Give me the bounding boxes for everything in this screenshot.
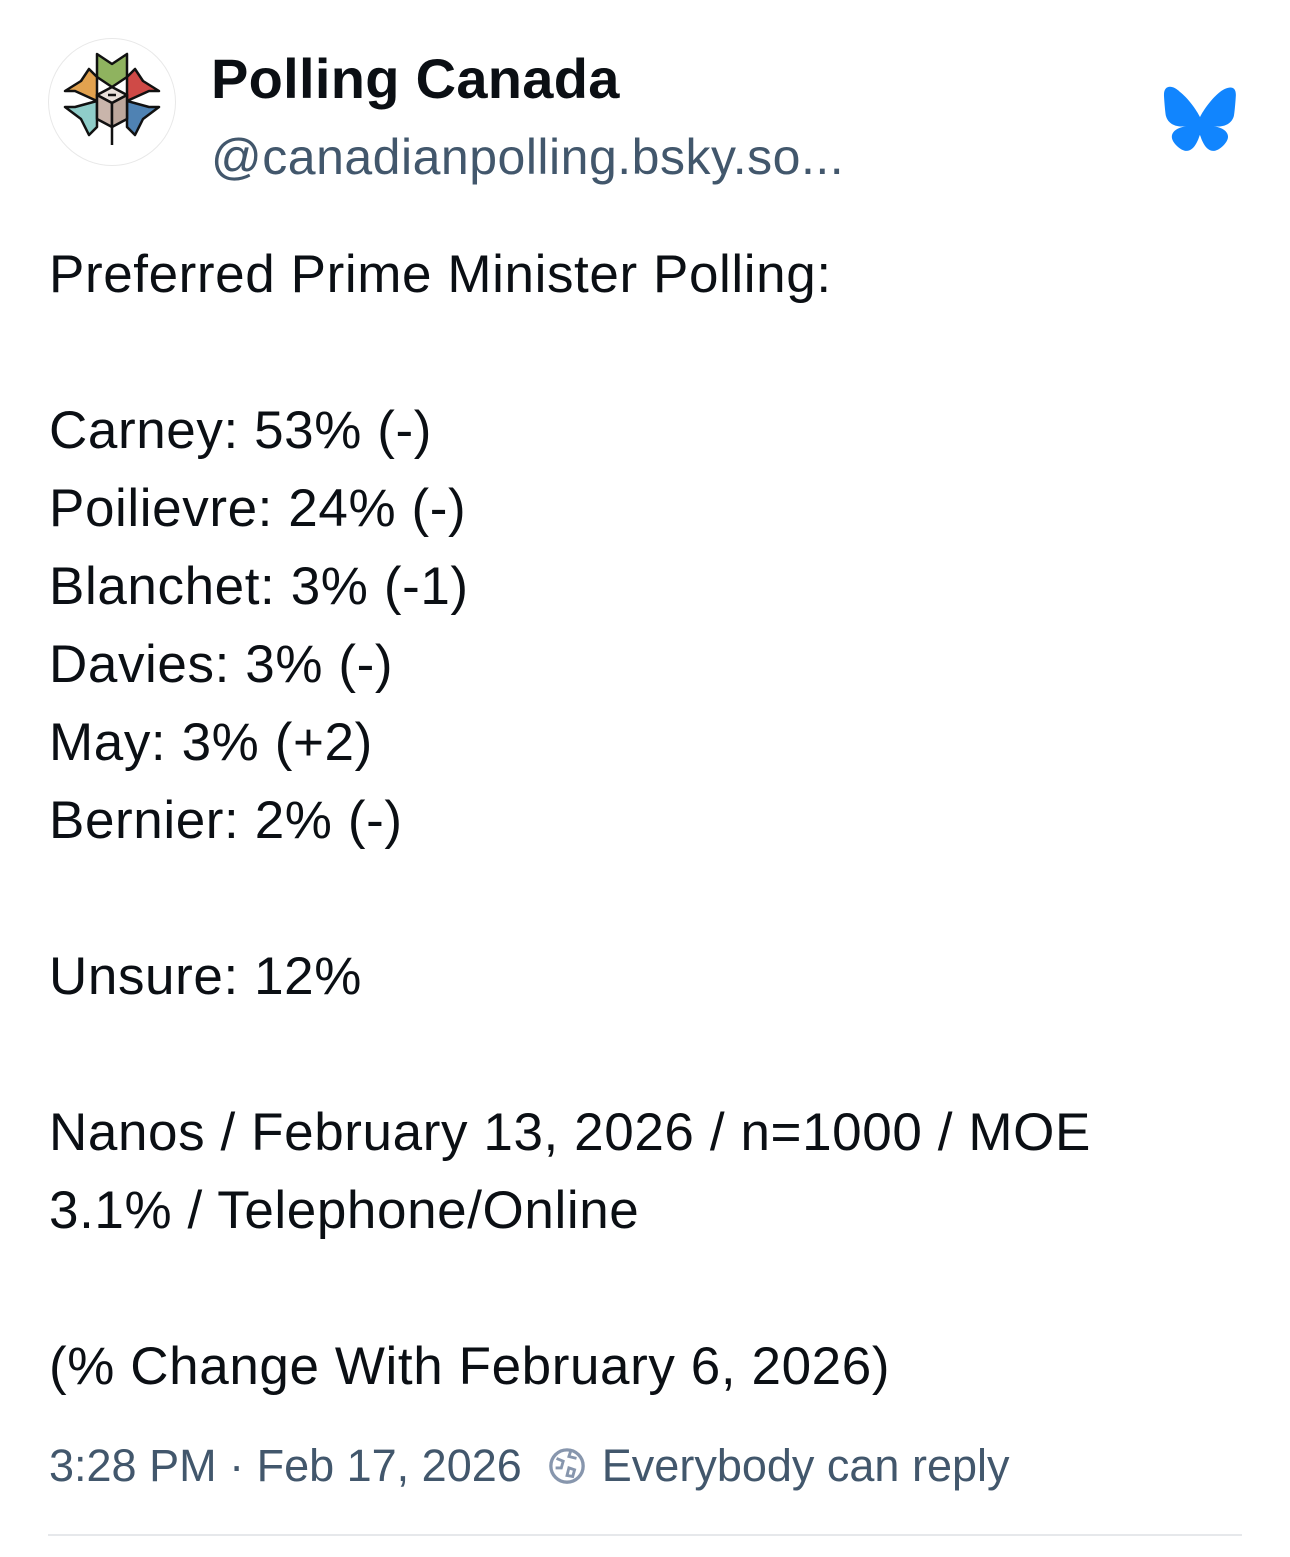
post-line-blank [49, 860, 1091, 938]
post-line-bernier: Bernier: 2% (-) [49, 791, 403, 850]
polling-canada-logo-icon [63, 52, 161, 145]
divider [48, 1534, 1242, 1536]
post-line-may: May: 3% (+2) [49, 713, 373, 772]
post-line-change-note: (% Change With February 6, 2026) [49, 1337, 891, 1396]
globe-icon [548, 1448, 585, 1484]
post-line-heading: Preferred Prime Minister Polling: [49, 245, 832, 304]
post-line-unsure: Unsure: 12% [49, 947, 362, 1006]
post-line-blanchet: Blanchet: 3% (-1) [49, 557, 469, 616]
post-footer: 3:28 PM · Feb 17, 2026 Everybody can rep… [49, 1440, 1010, 1492]
post-line-blank [49, 1016, 1091, 1094]
post-line-blank [49, 314, 1091, 392]
post-text: Preferred Prime Minister Polling: Carney… [49, 236, 1091, 1406]
author-name[interactable]: Polling Canada [211, 47, 620, 110]
post-line-blank [49, 1250, 1091, 1328]
post-timestamp[interactable]: 3:28 PM · Feb 17, 2026 [49, 1440, 522, 1491]
post-line-carney: Carney: 53% (-) [49, 401, 433, 460]
bluesky-butterfly-icon[interactable] [1163, 86, 1237, 152]
author-handle[interactable]: @canadianpolling.bsky.so... [211, 129, 845, 185]
post-line-davies: Davies: 3% (-) [49, 635, 394, 694]
avatar[interactable] [48, 38, 176, 166]
post-line-source: Nanos / February 13, 2026 / n=1000 / MOE [49, 1103, 1091, 1162]
reply-setting[interactable]: Everybody can reply [601, 1440, 1010, 1491]
post-line-source-cont: 3.1% / Telephone/Online [49, 1181, 640, 1240]
post-line-poilievre: Poilievre: 24% (-) [49, 479, 467, 538]
